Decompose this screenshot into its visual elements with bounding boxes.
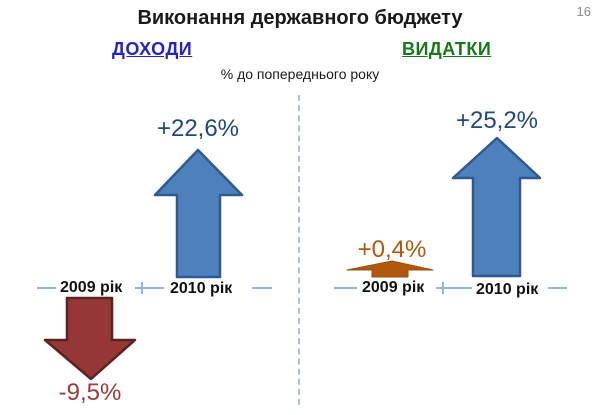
expenditures-2009-flat-up-arrow-shape — [346, 260, 434, 278]
revenues-axis-label-2010: 2010 рік — [170, 280, 233, 297]
revenues-2009-down-arrow-shape — [43, 296, 137, 381]
revenues-axis-label-2009: 2009 рік — [60, 279, 123, 296]
expenditures-axis-segment-middle — [436, 287, 472, 289]
expenditures-2010-up-arrow-shape — [451, 136, 542, 278]
expenditures-2009-flat-up-arrow — [346, 260, 434, 278]
expenditures-2010-value-label: +25,2% — [455, 107, 539, 134]
revenues-2009-down-arrow — [43, 296, 137, 381]
expenditures-axis-segment-right — [548, 287, 567, 289]
revenues-2010-value-label: +22,6% — [156, 115, 240, 142]
slide-title: Виконання державного бюджету — [137, 7, 463, 29]
slide-number: 16 — [576, 4, 591, 19]
chart-subtitle: % до попереднього року — [220, 66, 380, 82]
revenues-2010-up-arrow — [153, 148, 244, 279]
expenditures-heading: ВИДАТКИ — [402, 39, 492, 59]
expenditures-axis-segment-left — [334, 287, 357, 289]
expenditures-2009-value-label: +0,4% — [357, 236, 427, 263]
expenditures-axis-label-2010: 2010 рік — [476, 281, 539, 298]
revenues-2009-value-label: -9,5% — [58, 379, 122, 406]
expenditures-axis-label-2009: 2009 рік — [362, 279, 425, 296]
revenues-2010-up-arrow-shape — [153, 148, 244, 279]
section-divider — [298, 95, 300, 405]
expenditures-2010-up-arrow — [451, 136, 542, 278]
revenues-heading: ДОХОДИ — [112, 39, 193, 59]
revenues-axis-segment-middle — [135, 287, 164, 289]
revenues-axis-segment-right — [252, 287, 272, 289]
revenues-axis-segment-left — [37, 287, 56, 289]
